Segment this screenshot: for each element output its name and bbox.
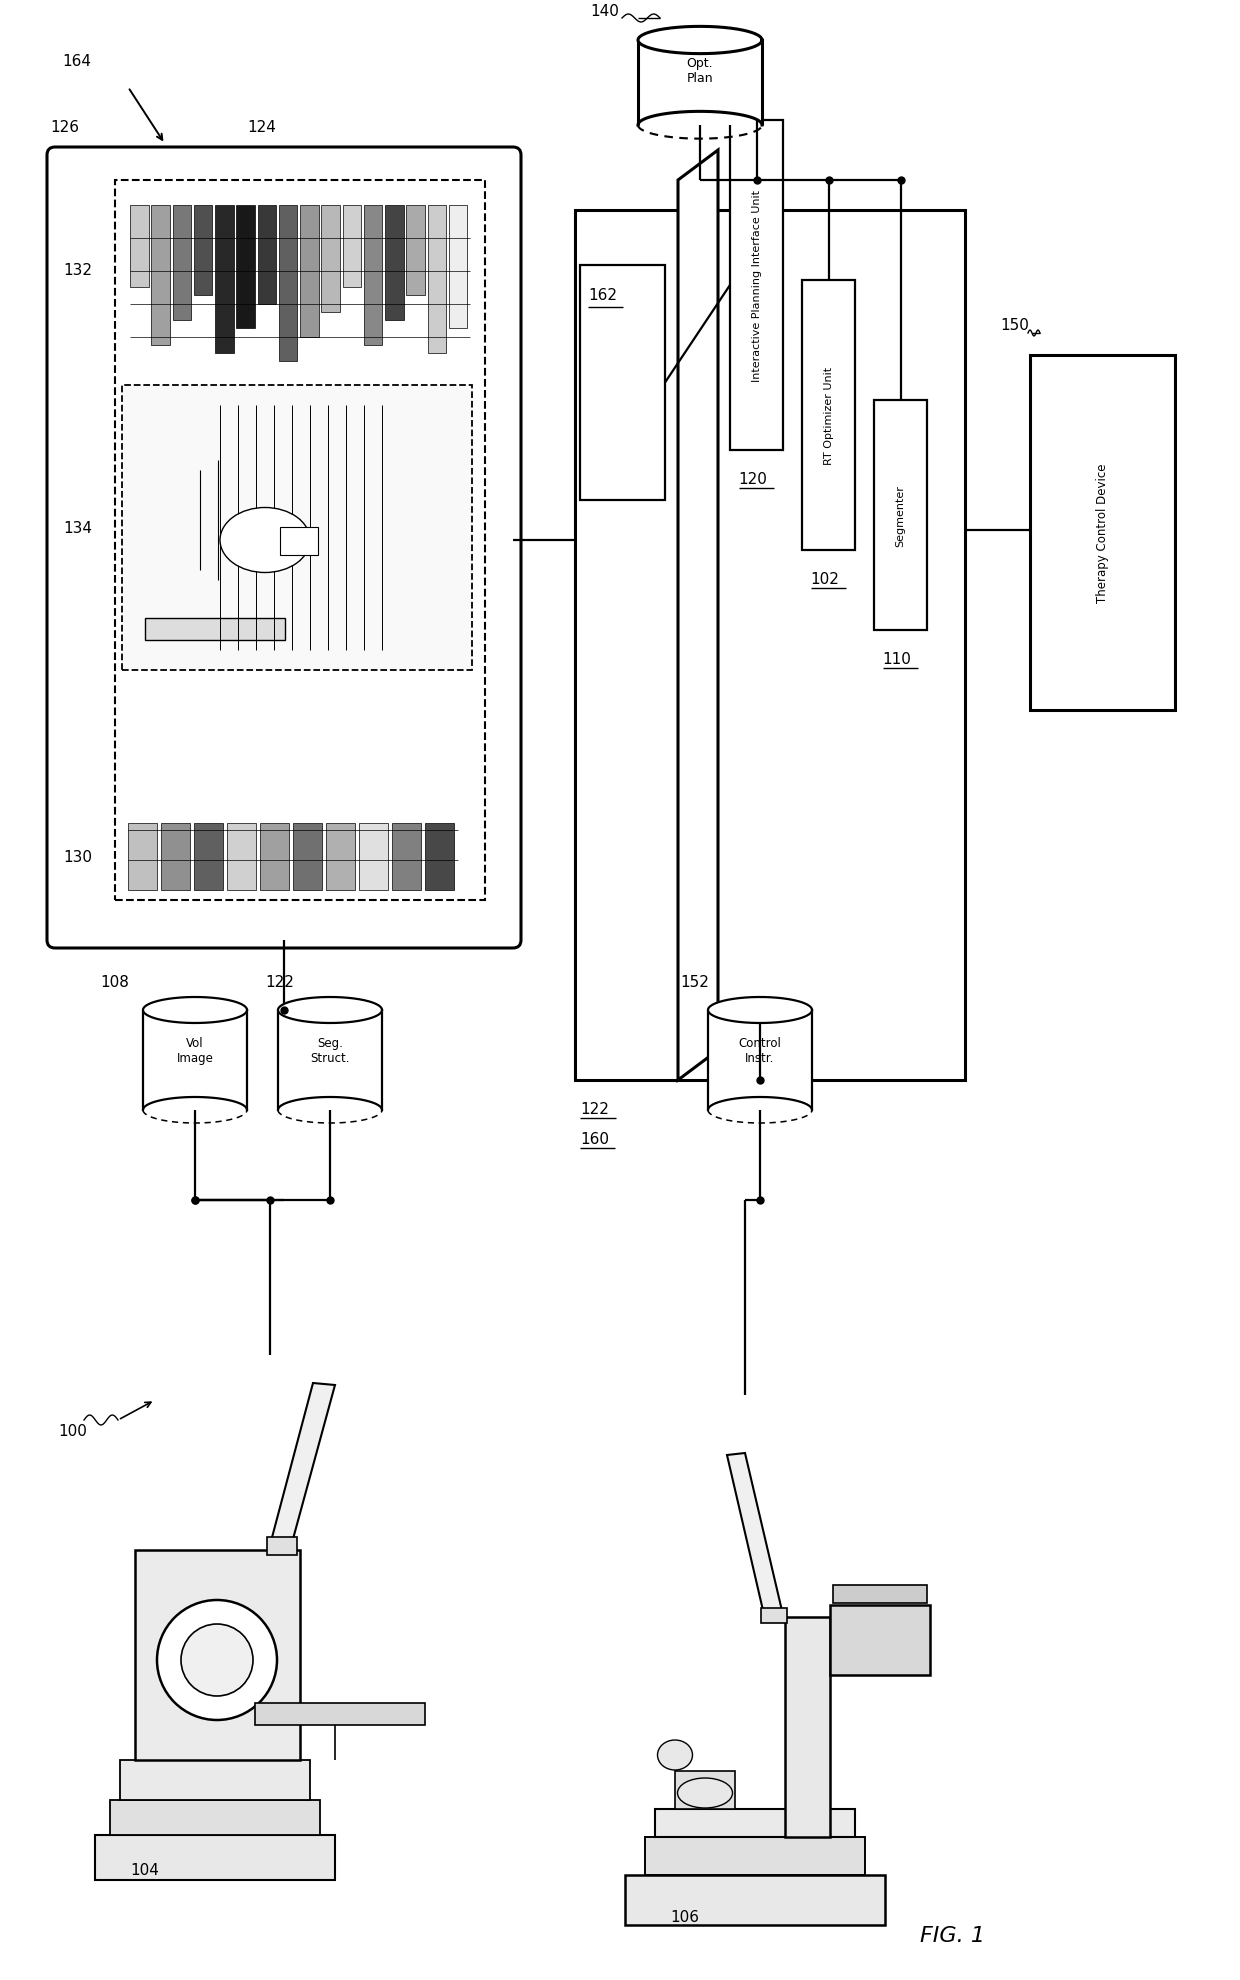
Bar bbox=[128, 824, 157, 891]
Text: Interactive Planning Interface Unit: Interactive Planning Interface Unit bbox=[751, 190, 761, 382]
Text: Control
Instr.: Control Instr. bbox=[739, 1036, 781, 1065]
Bar bbox=[122, 386, 472, 671]
Bar bbox=[575, 212, 965, 1081]
Text: 122: 122 bbox=[580, 1101, 609, 1117]
Bar bbox=[326, 824, 355, 891]
Bar bbox=[730, 121, 782, 451]
Bar bbox=[360, 824, 388, 891]
Ellipse shape bbox=[657, 1740, 692, 1770]
Bar bbox=[115, 180, 485, 901]
Text: Segmenter: Segmenter bbox=[895, 485, 905, 546]
Text: 120: 120 bbox=[739, 471, 768, 487]
Bar bbox=[580, 265, 665, 501]
Text: 132: 132 bbox=[63, 263, 92, 277]
Bar bbox=[151, 206, 170, 346]
Bar bbox=[639, 42, 763, 127]
Polygon shape bbox=[639, 28, 763, 55]
Text: 140: 140 bbox=[590, 4, 619, 18]
Bar bbox=[215, 206, 233, 354]
Bar bbox=[874, 400, 928, 632]
FancyBboxPatch shape bbox=[47, 148, 521, 948]
Bar bbox=[130, 206, 149, 287]
Text: 130: 130 bbox=[63, 849, 92, 865]
Bar bbox=[392, 824, 422, 891]
Bar bbox=[143, 1010, 247, 1111]
Text: 164: 164 bbox=[62, 55, 91, 69]
Text: 150: 150 bbox=[999, 319, 1029, 333]
Text: Opt.
Plan: Opt. Plan bbox=[687, 57, 713, 85]
Bar bbox=[255, 1703, 425, 1725]
Text: Seg.
Struct.: Seg. Struct. bbox=[310, 1036, 350, 1065]
Bar bbox=[342, 206, 361, 287]
Text: 162: 162 bbox=[588, 289, 618, 303]
Bar bbox=[260, 824, 289, 891]
Bar bbox=[425, 824, 454, 891]
Text: 106: 106 bbox=[670, 1909, 699, 1925]
Text: RT Optimizer Unit: RT Optimizer Unit bbox=[823, 366, 833, 465]
Bar bbox=[785, 1618, 830, 1837]
Bar bbox=[237, 206, 255, 329]
Bar bbox=[645, 1837, 866, 1875]
Text: FIG. 1: FIG. 1 bbox=[920, 1925, 985, 1944]
Bar bbox=[172, 206, 191, 321]
Ellipse shape bbox=[181, 1624, 253, 1697]
Bar bbox=[384, 206, 404, 321]
Bar bbox=[293, 824, 322, 891]
Polygon shape bbox=[278, 998, 382, 1024]
Bar bbox=[161, 824, 190, 891]
Text: 134: 134 bbox=[63, 521, 92, 537]
Bar bbox=[120, 1760, 310, 1800]
Polygon shape bbox=[678, 150, 718, 1081]
Bar bbox=[675, 1770, 735, 1810]
Bar bbox=[227, 824, 255, 891]
Text: 124: 124 bbox=[247, 121, 277, 135]
Bar bbox=[193, 206, 212, 295]
Polygon shape bbox=[708, 998, 812, 1024]
Text: Vol
Image: Vol Image bbox=[176, 1036, 213, 1065]
Bar bbox=[95, 1835, 335, 1881]
Text: 104: 104 bbox=[130, 1863, 159, 1877]
Text: 126: 126 bbox=[50, 121, 79, 135]
Text: 102: 102 bbox=[811, 570, 839, 586]
Text: 152: 152 bbox=[680, 974, 709, 990]
Polygon shape bbox=[143, 998, 247, 1024]
Bar bbox=[708, 1010, 812, 1111]
Polygon shape bbox=[270, 1384, 335, 1550]
Bar bbox=[278, 1010, 382, 1111]
Bar bbox=[279, 206, 298, 362]
Bar bbox=[1030, 356, 1176, 711]
Bar bbox=[761, 1608, 787, 1624]
Text: 110: 110 bbox=[883, 651, 911, 665]
Ellipse shape bbox=[677, 1778, 733, 1808]
Bar bbox=[110, 1800, 320, 1835]
Ellipse shape bbox=[157, 1600, 277, 1721]
Text: 100: 100 bbox=[58, 1424, 87, 1437]
Bar bbox=[321, 206, 340, 313]
Bar bbox=[135, 1550, 300, 1760]
Bar bbox=[802, 281, 856, 550]
Bar bbox=[145, 618, 285, 642]
Polygon shape bbox=[727, 1453, 782, 1620]
Bar bbox=[300, 206, 319, 339]
Bar bbox=[428, 206, 446, 354]
Bar bbox=[193, 824, 223, 891]
Text: Therapy Control Device: Therapy Control Device bbox=[1096, 463, 1109, 604]
Bar bbox=[258, 206, 277, 305]
Bar bbox=[407, 206, 425, 295]
Bar bbox=[280, 529, 317, 556]
Text: 122: 122 bbox=[265, 974, 294, 990]
Bar bbox=[833, 1586, 928, 1604]
Bar bbox=[625, 1875, 885, 1925]
Text: 108: 108 bbox=[100, 974, 129, 990]
Ellipse shape bbox=[219, 509, 310, 574]
Bar bbox=[655, 1810, 856, 1837]
Bar bbox=[267, 1536, 298, 1554]
Text: 160: 160 bbox=[580, 1131, 609, 1146]
Bar bbox=[830, 1606, 930, 1675]
Bar bbox=[449, 206, 467, 329]
Bar bbox=[363, 206, 382, 346]
